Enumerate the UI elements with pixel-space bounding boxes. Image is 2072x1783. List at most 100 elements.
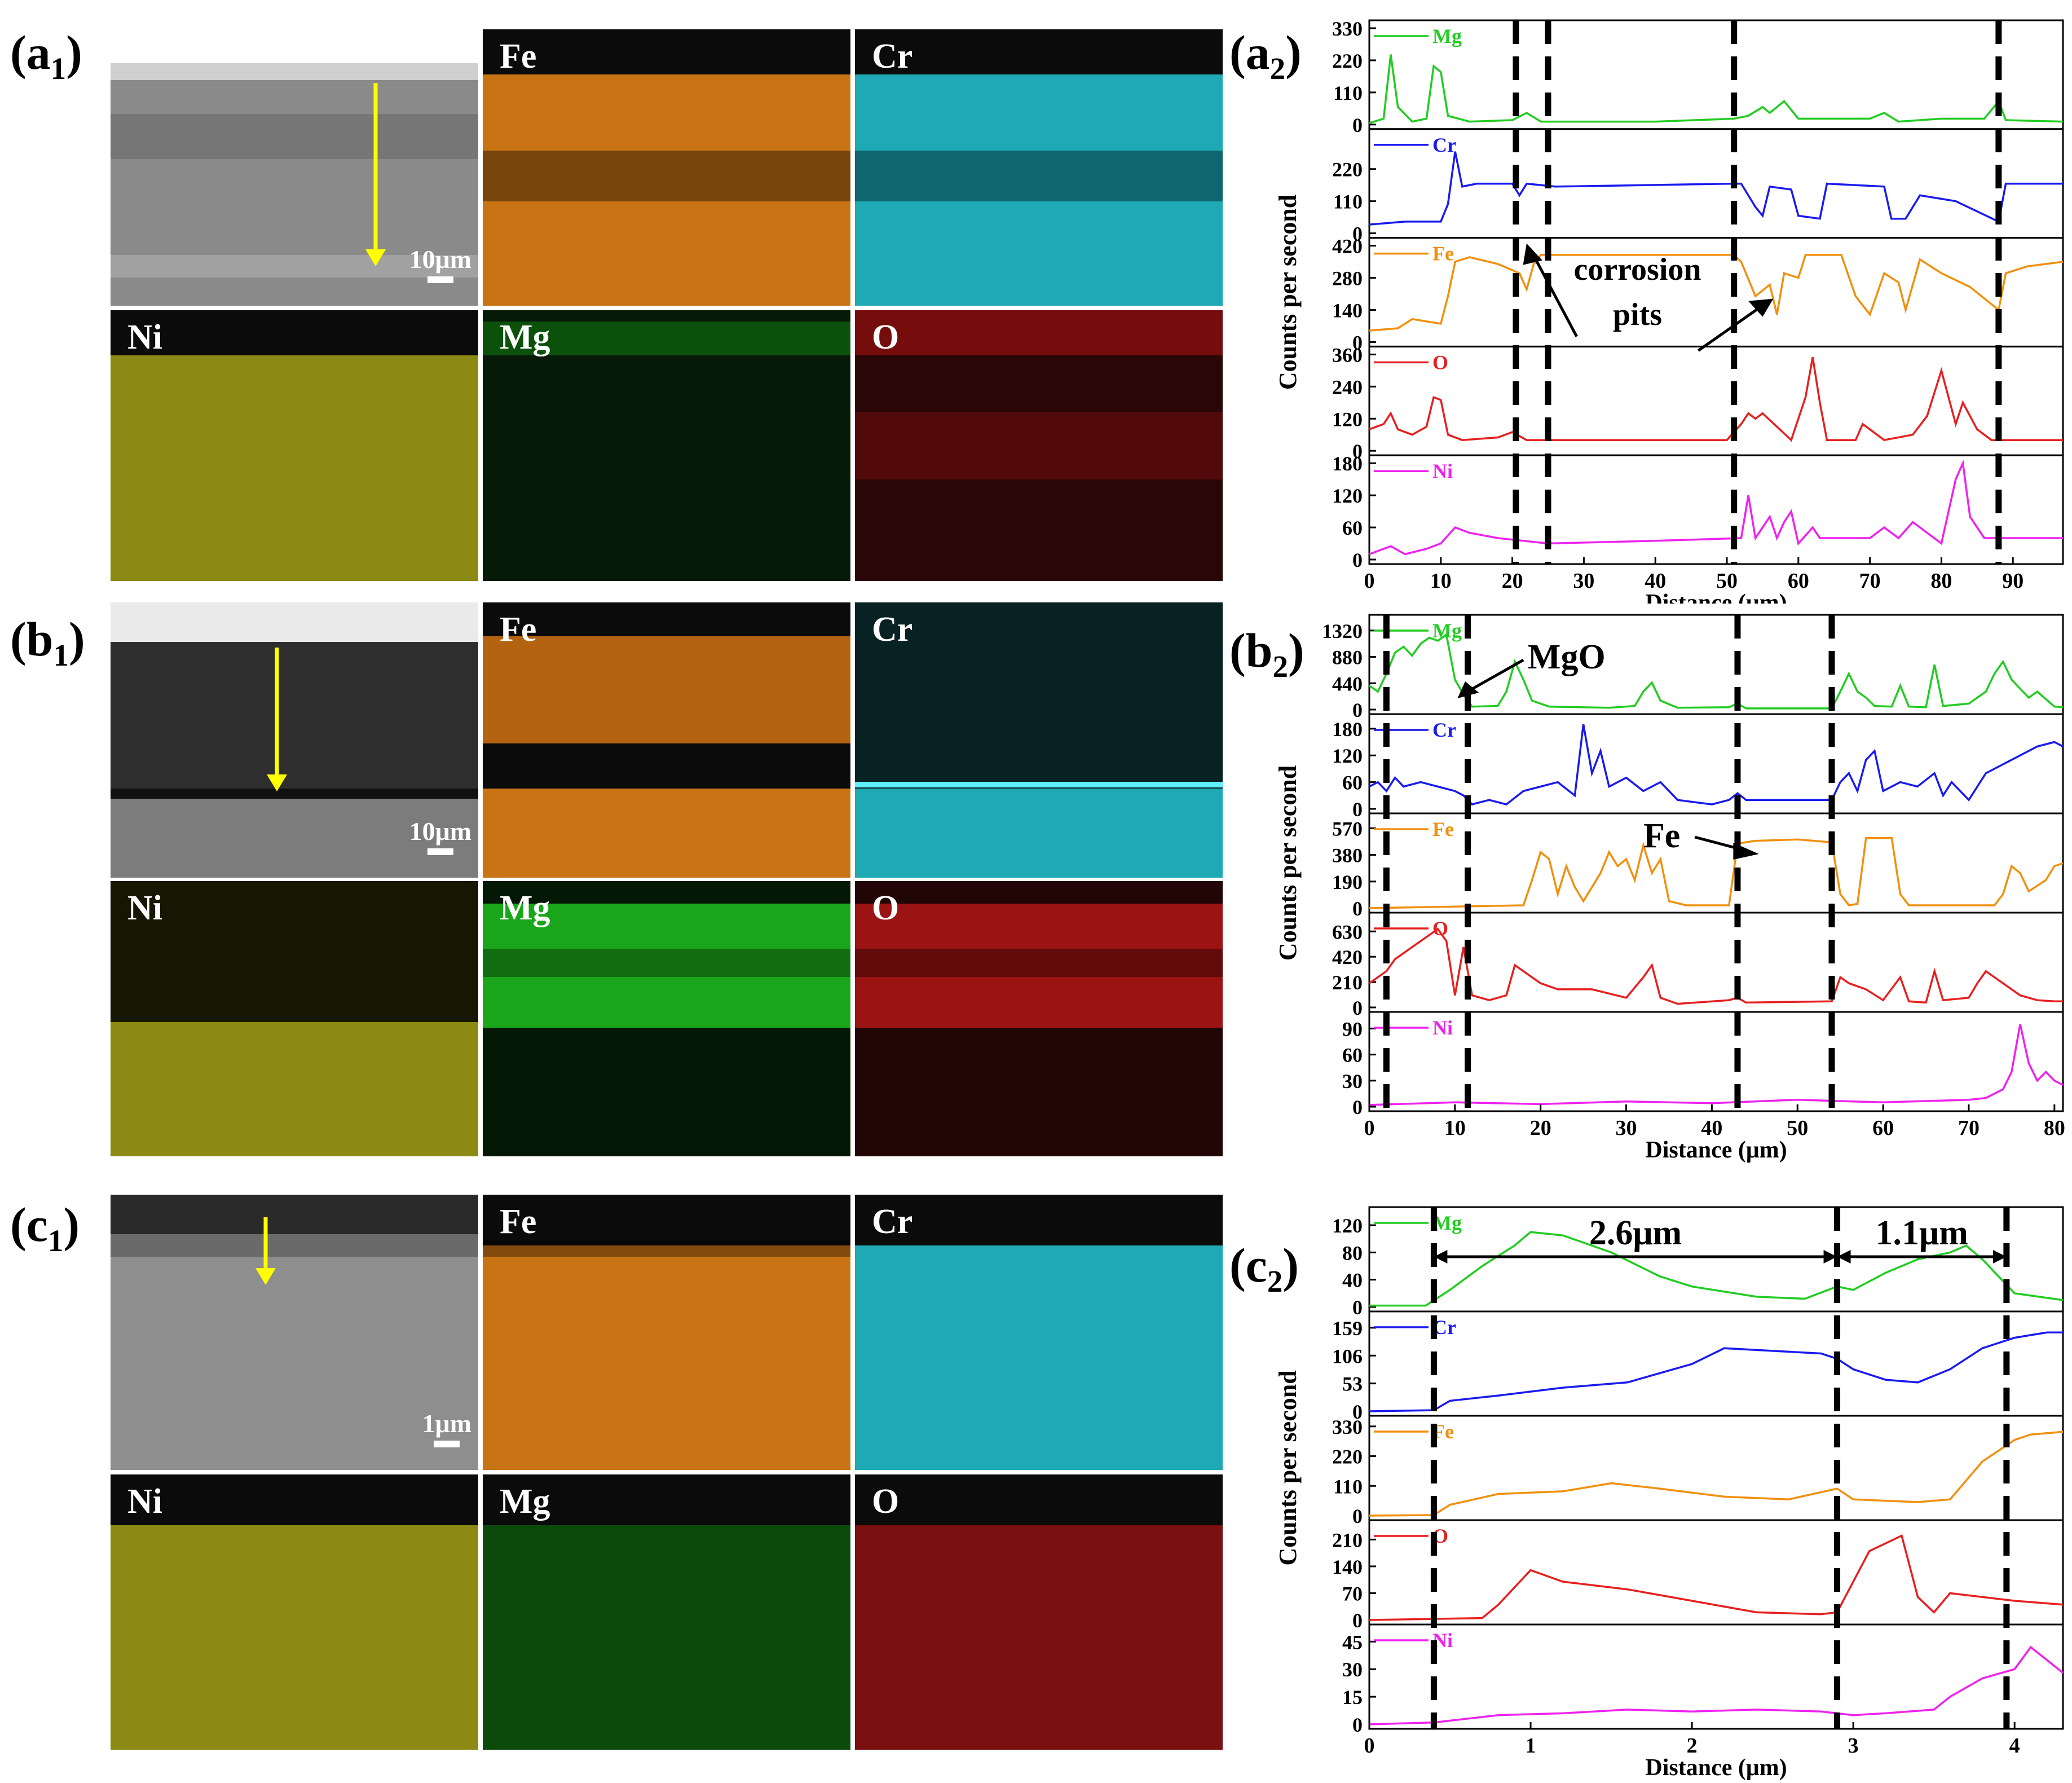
y-tick-label: 280 bbox=[1332, 267, 1363, 290]
y-tick-label: 80 bbox=[1342, 1242, 1363, 1264]
x-tick-label: 3 bbox=[1848, 1734, 1859, 1758]
x-tick-label: 40 bbox=[1645, 569, 1666, 593]
x-tick-label: 10 bbox=[1430, 569, 1452, 593]
subplot-frame-O bbox=[1368, 1519, 2064, 1626]
map-cr-c: Cr bbox=[855, 1195, 1223, 1470]
y-tick-label: 106 bbox=[1332, 1345, 1363, 1367]
x-tick-label: 0 bbox=[1364, 569, 1375, 593]
annotation-arrow-head bbox=[1523, 243, 1542, 265]
map-label-mg: Mg bbox=[500, 318, 550, 356]
y-tick-label: 1320 bbox=[1322, 620, 1363, 642]
dimension-2-6um-head-left bbox=[1434, 1250, 1448, 1263]
y-tick-label: 220 bbox=[1332, 50, 1363, 72]
y-tick-label: 240 bbox=[1332, 376, 1363, 398]
panel-label-c2: (c2) bbox=[1229, 1238, 1299, 1299]
y-tick-label: 220 bbox=[1332, 1446, 1363, 1468]
yellow-arrow-icon bbox=[267, 648, 287, 791]
y-tick-label: 0 bbox=[1352, 798, 1363, 821]
map-label-fe: Fe bbox=[500, 610, 537, 649]
y-tick-label: 0 bbox=[1352, 331, 1363, 354]
y-tick-label: 120 bbox=[1332, 485, 1363, 507]
x-tick-label: 0 bbox=[1364, 1734, 1375, 1758]
dimension-2-6um-head-right bbox=[1823, 1250, 1837, 1263]
legend-label-Cr: Cr bbox=[1432, 719, 1456, 741]
x-tick-label: 60 bbox=[1788, 569, 1809, 593]
y-axis-label: Counts per second bbox=[1274, 195, 1302, 390]
map-label-cr: Cr bbox=[872, 1203, 913, 1241]
dimension-1-1um-label: 1.1μm bbox=[1876, 1214, 1968, 1252]
y-tick-label: 220 bbox=[1332, 159, 1363, 181]
series-line-Mg bbox=[1369, 54, 2064, 124]
y-tick-label: 60 bbox=[1342, 517, 1363, 539]
y-tick-label: 110 bbox=[1333, 191, 1363, 213]
subplot-frame-Cr bbox=[1368, 713, 2064, 815]
x-tick-label: 50 bbox=[1787, 1116, 1808, 1140]
x-tick-label: 20 bbox=[1530, 1116, 1551, 1140]
series-line-Cr bbox=[1369, 151, 2063, 226]
x-tick-label: 10 bbox=[1444, 1116, 1466, 1140]
y-tick-label: 0 bbox=[1352, 1609, 1363, 1632]
legend-label-Fe: Fe bbox=[1432, 243, 1454, 265]
y-tick-label: 140 bbox=[1332, 1556, 1363, 1578]
map-cr-b: Cr bbox=[855, 602, 1223, 878]
x-tick-label: 30 bbox=[1616, 1116, 1637, 1140]
y-tick-label: 0 bbox=[1352, 549, 1363, 571]
x-tick-label: 20 bbox=[1502, 569, 1523, 593]
series-line-Ni bbox=[1369, 459, 2063, 556]
y-tick-label: 120 bbox=[1332, 408, 1363, 430]
map-label-o: O bbox=[872, 1482, 900, 1521]
y-tick-label: 0 bbox=[1352, 1714, 1363, 1736]
map-label-mg: Mg bbox=[500, 889, 550, 927]
y-tick-label: 110 bbox=[1333, 82, 1363, 104]
y-tick-label: 0 bbox=[1352, 897, 1363, 920]
panel-label-a1: (a1) bbox=[10, 25, 82, 86]
y-tick-label: 180 bbox=[1332, 452, 1363, 475]
annotation-fe: Fe bbox=[1643, 817, 1680, 855]
map-label-cr: Cr bbox=[872, 610, 913, 649]
y-tick-label: 159 bbox=[1332, 1317, 1363, 1340]
x-tick-label: 70 bbox=[1958, 1116, 1980, 1140]
map-label-ni: Ni bbox=[127, 889, 162, 927]
series-line-Cr bbox=[1369, 724, 2064, 806]
yellow-arrow-icon bbox=[365, 83, 386, 266]
map-label-o: O bbox=[872, 318, 900, 356]
x-axis-label: Distance (μm) bbox=[1645, 1137, 1787, 1163]
subplot-frame-Mg bbox=[1368, 19, 2064, 130]
series-line-Mg bbox=[1369, 1231, 2064, 1307]
map-label-ni: Ni bbox=[127, 1482, 162, 1521]
y-tick-label: 40 bbox=[1342, 1269, 1363, 1292]
y-tick-label: 0 bbox=[1352, 223, 1363, 245]
x-tick-label: 70 bbox=[1859, 569, 1881, 593]
legend-label-Cr: Cr bbox=[1432, 134, 1456, 156]
map-mg-c: Mg bbox=[483, 1474, 850, 1750]
panel-label-c1: (c1) bbox=[10, 1198, 80, 1258]
subplot-frame-Mg bbox=[1368, 614, 2064, 715]
y-tick-label: 110 bbox=[1333, 1475, 1363, 1498]
y-tick-label: 440 bbox=[1332, 672, 1363, 695]
y-tick-label: 90 bbox=[1342, 1018, 1363, 1040]
x-tick-label: 80 bbox=[1930, 569, 1952, 593]
subplot-frame-Ni bbox=[1368, 1011, 2064, 1112]
map-label-fe: Fe bbox=[500, 1203, 537, 1241]
legend-label-Mg: Mg bbox=[1432, 1212, 1462, 1234]
y-tick-label: 120 bbox=[1332, 745, 1363, 767]
map-fe-c: Fe bbox=[483, 1195, 850, 1470]
annotation-pits: pits bbox=[1613, 297, 1662, 332]
y-tick-label: 0 bbox=[1352, 1096, 1363, 1119]
dimension-2-6um-label: 2.6μm bbox=[1589, 1214, 1682, 1252]
series-line-Fe bbox=[1369, 837, 2064, 909]
scale-bar: 1μm bbox=[422, 1408, 471, 1447]
annotation-corrosion: corrosion bbox=[1573, 252, 1701, 287]
x-tick-label: 90 bbox=[2002, 569, 2023, 593]
map-label-ni: Ni bbox=[127, 318, 162, 356]
series-line-Mg bbox=[1368, 633, 2064, 710]
x-tick-label: 30 bbox=[1573, 569, 1594, 593]
map-ni-c: Ni bbox=[111, 1474, 478, 1750]
series-line-O bbox=[1369, 1534, 2064, 1621]
map-ni-b: Ni bbox=[111, 881, 478, 1156]
series-line-Fe bbox=[1369, 1430, 2064, 1517]
map-ni-a: Ni bbox=[111, 310, 478, 581]
series-line-Fe bbox=[1369, 254, 2064, 332]
y-tick-label: 380 bbox=[1332, 844, 1363, 867]
y-tick-label: 190 bbox=[1332, 871, 1363, 893]
